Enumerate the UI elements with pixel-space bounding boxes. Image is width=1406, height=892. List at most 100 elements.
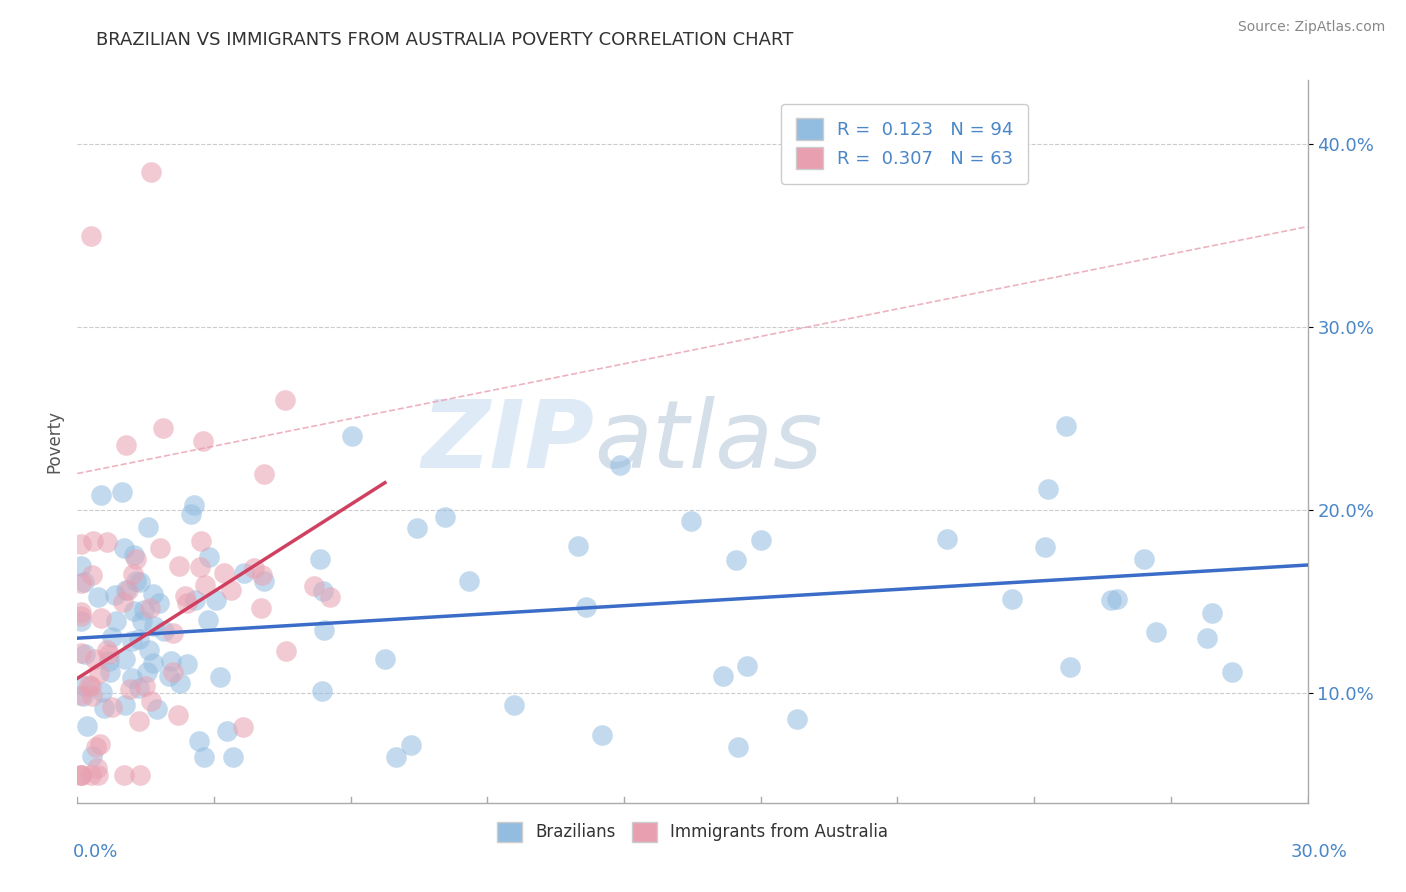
Text: 30.0%: 30.0%: [1291, 843, 1347, 861]
Point: [70, 646, 93, 660]
Point: [340, 429, 363, 443]
Point: [249, 600, 271, 615]
Point: [1201, 606, 1223, 620]
Point: [86, 760, 108, 774]
Point: [221, 750, 243, 764]
Point: [128, 632, 150, 646]
Point: [75, 647, 97, 661]
Point: [193, 434, 215, 448]
Point: [149, 541, 172, 556]
Point: [73, 679, 96, 693]
Point: [176, 596, 198, 610]
Point: [98, 647, 121, 661]
Point: [135, 665, 157, 679]
Point: [208, 670, 231, 684]
Point: [183, 499, 205, 513]
Point: [87, 768, 110, 782]
Point: [385, 750, 408, 764]
Point: [70, 559, 93, 574]
Text: Source: ZipAtlas.com: Source: ZipAtlas.com: [1237, 20, 1385, 34]
Point: [70, 614, 93, 628]
Point: [70, 768, 93, 782]
Point: [142, 657, 165, 671]
Point: [250, 568, 273, 582]
Point: [101, 700, 124, 714]
Point: [198, 549, 221, 564]
Point: [167, 559, 190, 574]
Point: [190, 534, 212, 549]
Point: [121, 634, 143, 648]
Point: [73, 575, 96, 590]
Point: [1133, 552, 1156, 566]
Point: [125, 574, 148, 588]
Point: [70, 768, 93, 782]
Point: [1033, 540, 1056, 554]
Point: [243, 561, 266, 575]
Point: [115, 438, 138, 452]
Point: [406, 521, 429, 535]
Point: [101, 630, 124, 644]
Point: [312, 584, 335, 599]
Point: [197, 613, 219, 627]
Point: [727, 739, 749, 754]
Point: [253, 574, 276, 588]
Point: [169, 676, 191, 690]
Y-axis label: Poverty: Poverty: [45, 410, 63, 473]
Point: [162, 626, 184, 640]
Point: [567, 539, 589, 553]
Point: [129, 574, 152, 589]
Point: [124, 604, 146, 618]
Point: [935, 532, 957, 546]
Point: [90, 488, 112, 502]
Point: [117, 583, 139, 598]
Point: [84, 740, 107, 755]
Point: [735, 659, 758, 673]
Point: [188, 559, 211, 574]
Point: [1054, 419, 1077, 434]
Text: atlas: atlas: [595, 396, 823, 487]
Point: [457, 574, 479, 588]
Point: [80, 690, 103, 704]
Point: [502, 698, 524, 712]
Point: [111, 595, 134, 609]
Point: [98, 654, 121, 668]
Point: [134, 679, 156, 693]
Point: [233, 566, 256, 581]
Point: [309, 552, 332, 566]
Point: [122, 566, 145, 581]
Point: [96, 643, 118, 657]
Point: [132, 602, 155, 616]
Text: BRAZILIAN VS IMMIGRANTS FROM AUSTRALIA POVERTY CORRELATION CHART: BRAZILIAN VS IMMIGRANTS FROM AUSTRALIA P…: [96, 31, 793, 49]
Point: [114, 652, 136, 666]
Point: [80, 679, 103, 693]
Point: [104, 614, 127, 628]
Point: [1099, 593, 1122, 607]
Point: [152, 421, 174, 435]
Point: [80, 768, 103, 782]
Point: [142, 619, 165, 633]
Point: [112, 541, 135, 556]
Point: [72, 690, 94, 704]
Point: [319, 591, 342, 605]
Text: ZIP: ZIP: [422, 395, 595, 488]
Point: [138, 520, 160, 534]
Point: [148, 595, 170, 609]
Point: [679, 514, 702, 528]
Point: [1038, 482, 1060, 496]
Point: [145, 702, 167, 716]
Point: [1195, 631, 1218, 645]
Point: [125, 552, 148, 566]
Point: [104, 588, 127, 602]
Point: [232, 720, 254, 734]
Point: [219, 583, 242, 598]
Point: [70, 688, 93, 702]
Point: [1144, 624, 1167, 639]
Point: [114, 698, 136, 712]
Point: [80, 749, 103, 764]
Point: [312, 623, 335, 637]
Point: [153, 624, 176, 639]
Text: 0.0%: 0.0%: [73, 843, 118, 861]
Legend: Brazilians, Immigrants from Australia: Brazilians, Immigrants from Australia: [489, 815, 896, 848]
Point: [311, 684, 333, 698]
Point: [139, 601, 162, 615]
